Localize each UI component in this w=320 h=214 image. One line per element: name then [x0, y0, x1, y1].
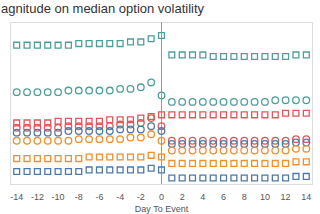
svg-text:4: 4: [200, 192, 205, 202]
svg-text:-6: -6: [95, 192, 103, 202]
html-text:agnitude on median option vola: agnitude on median option volatility: [1, 1, 205, 16]
svg-text:6: 6: [221, 192, 226, 202]
svg-text:0: 0: [159, 192, 164, 202]
svg-text:14: 14: [301, 192, 311, 202]
svg-text:Day To Event: Day To Event: [135, 204, 189, 214]
svg-text:-4: -4: [116, 192, 124, 202]
svg-text:2: 2: [180, 192, 185, 202]
svg-text:-14: -14: [10, 192, 23, 202]
svg-text:10: 10: [260, 192, 270, 202]
svg-text:-8: -8: [75, 192, 83, 202]
svg-text:-10: -10: [52, 192, 65, 202]
svg-text:-2: -2: [137, 192, 145, 202]
svg-text:-12: -12: [31, 192, 44, 202]
svg-text:12: 12: [281, 192, 291, 202]
svg-text:8: 8: [242, 192, 247, 202]
